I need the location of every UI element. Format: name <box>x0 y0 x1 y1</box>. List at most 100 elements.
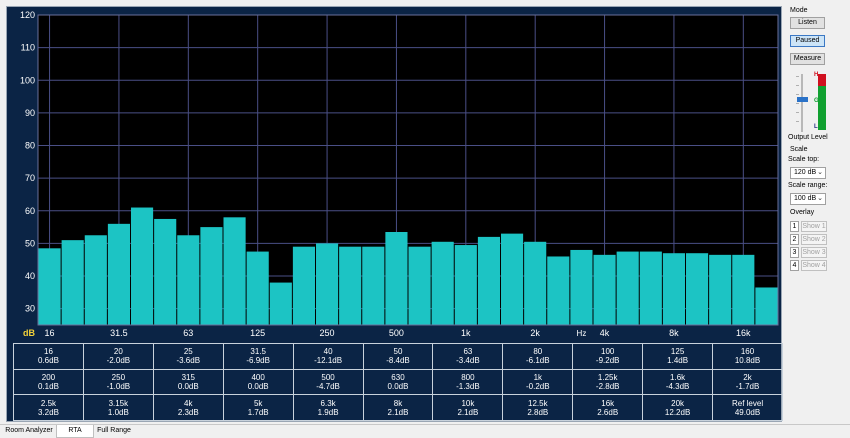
bar-31.5 <box>107 223 130 325</box>
band-cell: 20k 12.2dB <box>642 394 714 421</box>
x-tick-label: 125 <box>250 328 265 338</box>
band-frequency: 16 <box>44 347 53 357</box>
bar-3.15k <box>570 249 593 325</box>
bar-630 <box>408 246 431 325</box>
output-level-slider[interactable] <box>796 74 808 132</box>
mode-label: Mode <box>790 7 808 14</box>
band-level: -2.0dB <box>106 356 131 366</box>
band-row: 2.5k 3.2dB 3.15k 1.0dB 4k 2.3dB 5k 1.7dB 6.3k 1.9… <box>13 394 783 421</box>
scale-top-select[interactable]: 120 dB ⌄ <box>790 167 826 179</box>
bar-160 <box>269 282 292 325</box>
bar-25 <box>84 235 107 325</box>
x-tick-label: 16 <box>45 328 55 338</box>
bar-100 <box>223 217 246 325</box>
band-cell: 1.6k -4.3dB <box>642 368 714 396</box>
x-axis-unit-label: Hz <box>577 329 587 338</box>
band-cell: 6.3k 1.9dB <box>292 394 364 421</box>
slider-track <box>801 74 803 132</box>
y-tick-label: 60 <box>25 206 35 216</box>
overlay-4-checkbox[interactable]: 4 <box>790 260 799 271</box>
bar-16 <box>38 248 61 325</box>
tab-rta[interactable]: RTA <box>56 425 94 438</box>
bar-50 <box>154 218 177 325</box>
band-level: 3.2dB <box>38 407 59 417</box>
band-row: 200 0.1dB 250 -1.0dB 315 0.0dB 400 0.0dB 500 -4.7… <box>13 368 783 396</box>
band-row: 16 0.6dB 20 -2.0dB 25 -3.6dB 31.5 -6.9dB 40 -12.1… <box>13 343 783 370</box>
show-3-button[interactable]: Show 3 <box>801 247 827 258</box>
y-tick-label: 70 <box>25 173 35 183</box>
overlay-3-checkbox[interactable]: 3 <box>790 247 799 258</box>
band-cell: 315 0.0dB <box>152 368 224 396</box>
tab-full-range[interactable]: Full Range <box>97 427 131 434</box>
band-frequency: 63 <box>463 347 473 357</box>
show-1-button[interactable]: Show 1 <box>801 221 827 232</box>
band-frequency: 315 <box>181 372 195 382</box>
band-frequency: 1k <box>533 372 543 382</box>
slider-thumb[interactable] <box>797 97 808 102</box>
band-frequency: 8k <box>393 398 403 408</box>
band-level: -9.2dB <box>595 356 620 366</box>
band-frequency: 10k <box>461 398 475 408</box>
band-level: 2.8dB <box>527 407 549 417</box>
meter-green-zone <box>818 86 826 130</box>
band-frequency: 3.15k <box>108 398 129 408</box>
chevron-down-icon: ⌄ <box>817 169 823 176</box>
band-level: 12.2dB <box>664 407 691 417</box>
scale-range-select[interactable]: 100 dB ⌄ <box>790 193 826 205</box>
band-level: 1.9dB <box>317 407 339 417</box>
band-frequency: 2.5k <box>40 398 57 408</box>
band-frequency: 630 <box>391 372 405 382</box>
band-cell: 16 0.6dB <box>13 343 84 370</box>
y-tick-label: 90 <box>25 108 35 118</box>
scale-range-value: 100 dB <box>794 195 817 202</box>
scale-top-value: 120 dB <box>794 169 817 176</box>
band-level: 2.3dB <box>177 407 199 417</box>
x-tick-label: 1k <box>461 328 471 338</box>
band-frequency: 1.6k <box>670 372 686 382</box>
meter-l-label: L <box>814 124 818 130</box>
band-frequency: 1.25k <box>597 372 618 382</box>
x-tick-label: 500 <box>389 328 404 338</box>
tab-room-analyzer[interactable]: Room Analyzer <box>5 427 53 434</box>
meter-red-zone <box>818 74 826 86</box>
show-2-button[interactable]: Show 2 <box>801 234 827 245</box>
band-cell: 8k 2.1dB <box>362 394 434 421</box>
overlay-1-checkbox[interactable]: 1 <box>790 221 799 232</box>
x-tick-label: 16k <box>736 328 751 338</box>
band-frequency: 125 <box>670 347 685 357</box>
bar-125 <box>246 251 269 325</box>
bar-800 <box>431 241 454 325</box>
band-frequency: 200 <box>41 372 56 382</box>
band-cell: 10k 2.1dB <box>432 394 504 421</box>
band-level: -12.1dB <box>314 356 343 366</box>
x-tick-label: 31.5 <box>110 328 128 338</box>
band-frequency: 4k <box>184 398 193 408</box>
bar-20k <box>755 287 778 325</box>
overlay-label: Overlay <box>790 209 815 216</box>
band-cell: 160 10.8dB <box>712 343 783 370</box>
band-level: -6.9dB <box>246 356 270 366</box>
band-frequency: 800 <box>461 372 475 382</box>
band-cell: 2.5k 3.2dB <box>13 394 84 421</box>
band-level: -3.6dB <box>176 356 201 366</box>
band-frequency: Ref level <box>731 398 764 408</box>
band-cell: 1.25k -2.8dB <box>572 368 644 396</box>
band-level: 49.0dB <box>734 407 761 417</box>
show-4-button[interactable]: Show 4 <box>801 260 827 271</box>
band-cell: 800 -1.3dB <box>432 368 504 396</box>
band-frequency: 12.5k <box>528 398 548 408</box>
band-level: -1.7dB <box>735 381 760 391</box>
band-level: 0.0dB <box>247 381 269 391</box>
bar-8k <box>662 253 685 325</box>
measure-button[interactable]: Measure <box>790 53 825 65</box>
overlay-2-checkbox[interactable]: 2 <box>790 234 799 245</box>
bar-80 <box>200 227 223 325</box>
band-frequency: 500 <box>321 372 335 382</box>
band-level: 0.0dB <box>387 381 409 391</box>
band-frequency: 40 <box>323 347 333 357</box>
listen-button[interactable]: Listen <box>790 17 825 29</box>
band-level: 0.6dB <box>38 356 59 366</box>
paused-button[interactable]: Paused <box>790 35 825 47</box>
band-cell: 20 -2.0dB <box>82 343 154 370</box>
y-tick-label: 50 <box>25 238 35 248</box>
